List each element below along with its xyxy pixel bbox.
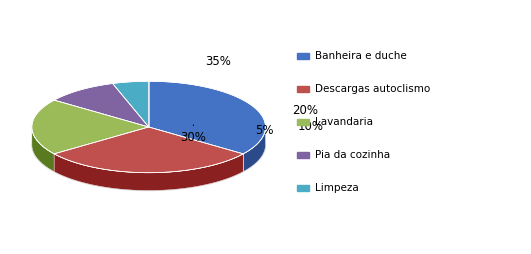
Text: Limpeza: Limpeza: [315, 183, 359, 193]
Polygon shape: [32, 100, 149, 154]
Text: 10%: 10%: [298, 120, 324, 134]
Text: 30%: 30%: [181, 131, 207, 144]
Bar: [297, 119, 309, 125]
Polygon shape: [32, 127, 54, 172]
Text: Lavandaria: Lavandaria: [315, 117, 373, 127]
Bar: [297, 185, 309, 191]
Polygon shape: [113, 81, 149, 127]
Polygon shape: [54, 127, 243, 173]
Text: 20%: 20%: [292, 104, 318, 117]
Polygon shape: [54, 127, 243, 173]
Polygon shape: [149, 127, 243, 172]
Polygon shape: [54, 84, 149, 127]
Polygon shape: [149, 81, 266, 154]
Polygon shape: [32, 100, 149, 154]
Polygon shape: [54, 127, 149, 172]
Polygon shape: [32, 99, 266, 190]
Bar: [297, 86, 309, 92]
Text: 5%: 5%: [255, 123, 274, 137]
Polygon shape: [149, 127, 243, 172]
Text: 35%: 35%: [205, 55, 231, 68]
Polygon shape: [54, 154, 243, 190]
Polygon shape: [113, 81, 149, 127]
Bar: [297, 53, 309, 59]
Bar: [297, 152, 309, 158]
Text: Pia da cozinha: Pia da cozinha: [315, 150, 390, 160]
Text: Banheira e duche: Banheira e duche: [315, 51, 407, 61]
Polygon shape: [243, 127, 266, 172]
Text: Descargas autoclismo: Descargas autoclismo: [315, 84, 431, 94]
Polygon shape: [149, 81, 266, 154]
Polygon shape: [54, 84, 149, 127]
Polygon shape: [54, 127, 149, 172]
